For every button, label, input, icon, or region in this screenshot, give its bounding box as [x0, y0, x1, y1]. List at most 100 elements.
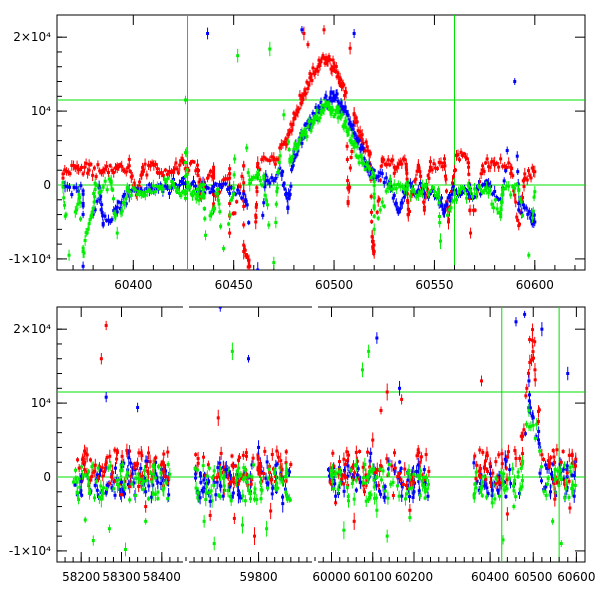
data-point	[351, 476, 355, 480]
data-point	[230, 463, 234, 467]
data-point	[486, 191, 490, 195]
data-point	[400, 482, 404, 486]
data-point	[92, 200, 96, 204]
data-point	[476, 187, 480, 191]
data-point	[374, 176, 378, 180]
data-point	[360, 139, 364, 143]
data-point	[416, 463, 420, 467]
data-point	[202, 478, 206, 482]
data-point	[532, 169, 536, 173]
data-point	[240, 196, 244, 200]
data-point	[120, 454, 124, 458]
data-point	[396, 182, 400, 186]
data-point	[372, 243, 376, 247]
data-point	[513, 193, 517, 197]
data-point	[282, 181, 286, 185]
data-point	[459, 150, 463, 154]
data-point	[565, 471, 569, 475]
data-point	[567, 495, 571, 499]
data-point	[207, 480, 211, 484]
data-point	[104, 463, 108, 467]
data-point	[123, 479, 127, 483]
data-point	[568, 465, 572, 469]
data-point	[166, 463, 170, 467]
data-point	[405, 177, 409, 181]
data-point	[295, 108, 299, 112]
data-point	[129, 474, 133, 478]
data-point	[239, 476, 243, 480]
data-point	[532, 356, 536, 360]
data-point	[524, 206, 528, 210]
data-point	[270, 452, 274, 456]
data-point	[411, 495, 415, 499]
data-point	[403, 467, 407, 471]
data-point	[216, 493, 220, 497]
data-point	[370, 167, 374, 171]
data-point	[253, 487, 257, 491]
data-point	[114, 213, 118, 217]
data-point	[204, 233, 208, 237]
data-point	[360, 157, 364, 161]
data-point	[72, 164, 76, 168]
data-point	[397, 476, 401, 480]
data-point	[509, 482, 513, 486]
data-point	[115, 164, 119, 168]
data-point	[194, 476, 198, 480]
data-point	[366, 450, 370, 454]
data-point	[156, 497, 160, 501]
data-point	[314, 106, 318, 110]
data-point	[284, 479, 288, 483]
data-point	[297, 107, 301, 111]
data-point	[110, 486, 114, 490]
data-point	[259, 497, 263, 501]
data-point	[396, 475, 400, 479]
data-point	[463, 189, 467, 193]
data-point	[452, 175, 456, 179]
data-point	[494, 481, 498, 485]
data-point	[203, 217, 207, 221]
data-point	[253, 176, 257, 180]
data-point	[342, 124, 346, 128]
data-point	[209, 169, 213, 173]
data-point	[465, 188, 469, 192]
data-point	[340, 474, 344, 478]
data-point	[220, 185, 224, 189]
data-point	[408, 516, 412, 520]
data-point	[467, 181, 471, 185]
data-point	[572, 494, 576, 498]
data-point	[112, 487, 116, 491]
data-point	[284, 137, 288, 141]
data-point	[515, 215, 519, 219]
data-point	[454, 168, 458, 172]
data-point	[166, 450, 170, 454]
data-point	[408, 210, 412, 214]
data-point	[288, 498, 292, 502]
data-point	[207, 466, 211, 470]
data-point	[154, 456, 158, 460]
data-point	[375, 468, 379, 472]
data-point	[270, 478, 274, 482]
data-point	[135, 189, 139, 193]
data-point	[362, 162, 366, 166]
data-point	[354, 450, 358, 454]
data-point	[400, 184, 404, 188]
data-point	[196, 491, 200, 495]
data-point	[199, 474, 203, 478]
data-point	[137, 472, 141, 476]
data-point	[540, 327, 544, 331]
data-point	[99, 497, 103, 501]
data-point	[480, 379, 483, 383]
data-point	[232, 516, 236, 520]
data-point	[514, 320, 518, 324]
data-point	[329, 67, 333, 71]
x-tick-label: 60600	[557, 570, 595, 584]
data-point	[369, 195, 373, 199]
data-point	[415, 469, 419, 473]
data-point	[434, 166, 438, 170]
data-point	[176, 171, 180, 175]
data-point	[160, 460, 164, 464]
data-point	[549, 490, 552, 494]
data-point	[482, 169, 486, 173]
data-point	[561, 449, 565, 453]
data-point	[352, 31, 356, 35]
